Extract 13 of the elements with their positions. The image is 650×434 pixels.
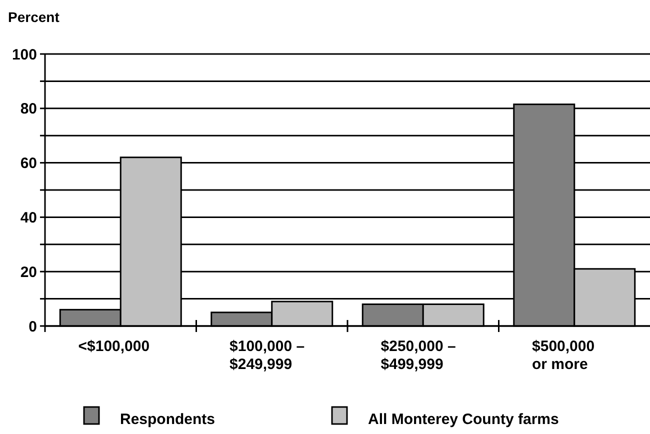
legend-label: Respondents [120, 411, 216, 428]
y-axis-title: Percent [8, 9, 60, 25]
y-tick-label: 0 [28, 318, 37, 336]
y-tick-label: 40 [20, 209, 37, 226]
y-tick-label: 100 [12, 46, 37, 64]
x-tick-label: $500,000 or more [532, 338, 595, 373]
y-tick-label: 60 [20, 155, 37, 172]
y-tick-label: 20 [20, 264, 37, 281]
x-tick-label: $250,000 – $499,999 [380, 338, 456, 373]
y-tick-label: 80 [20, 100, 37, 118]
x-tick-label: <$100,000 [78, 338, 150, 355]
legend-label: All Monterey County farms [368, 411, 559, 428]
x-tick-label: $100,000 – $249,999 [230, 338, 305, 373]
